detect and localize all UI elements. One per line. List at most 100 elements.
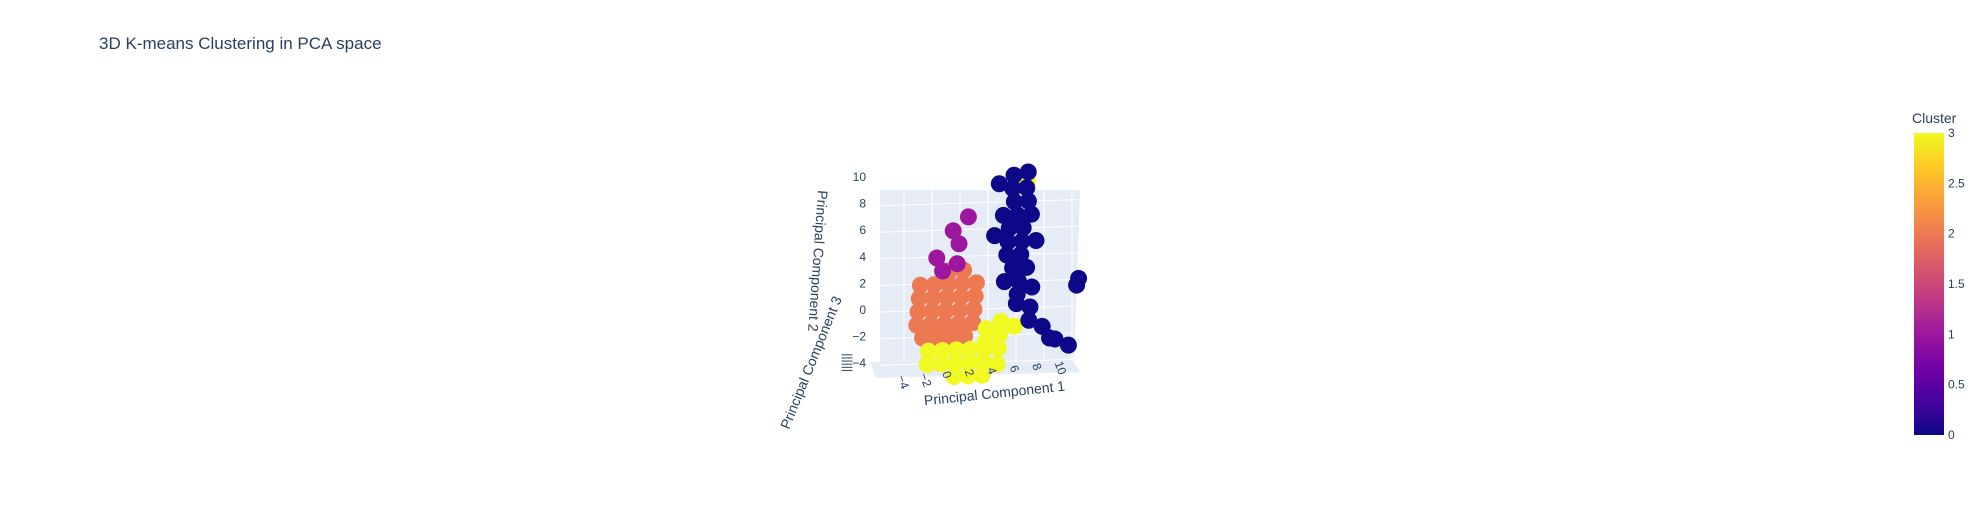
scatter-point-cluster-2 <box>951 301 969 319</box>
scatter-point-cluster-2 <box>967 274 985 292</box>
scatter-point-cluster-3 <box>946 354 964 372</box>
scatter-point-cluster-0 <box>1005 193 1023 211</box>
colorbar-tick-label: 1 <box>1948 327 1955 341</box>
y-tick-label: 4 <box>859 250 866 264</box>
scatter-point-cluster-1 <box>950 235 968 253</box>
gridline-y <box>879 252 1079 260</box>
scatter-point-cluster-0 <box>1019 192 1037 210</box>
scatter-point-cluster-0 <box>1008 206 1026 224</box>
scatter-point-cluster-3 <box>960 354 978 372</box>
colorbar-tick-label: 1.5 <box>1948 277 1965 291</box>
scatter-point-cluster-2 <box>953 274 971 292</box>
scatter-point-cluster-3 <box>989 339 1007 357</box>
colorbar-tick-label: 2.5 <box>1948 176 1965 190</box>
scatter-point-cluster-2 <box>923 302 941 320</box>
colorbar: Cluster 0 0.5 1 1.5 2 2.5 3 <box>1912 110 1965 442</box>
scatter-point-cluster-3 <box>1005 317 1023 335</box>
scatter-point-cluster-0 <box>1004 259 1022 277</box>
scatter-point-cluster-2 <box>952 288 970 306</box>
scatter-point-cluster-0 <box>1070 269 1088 287</box>
scatter-point-cluster-0 <box>986 227 1004 245</box>
scatter-point-cluster-3 <box>919 342 937 360</box>
scatter-point-cluster-3 <box>961 340 979 358</box>
x-tick-label: 0 <box>939 369 955 380</box>
z-tick-squashed: |||||| <box>839 353 853 372</box>
scatter-point-cluster-1 <box>934 262 952 280</box>
scatter-point-cluster-0 <box>1007 295 1025 313</box>
scatter-point-cluster-0 <box>990 175 1008 193</box>
scatter-point-cluster-0 <box>994 206 1012 224</box>
scatter-point-cluster-0 <box>1000 219 1018 237</box>
scatter-point-cluster-2 <box>914 329 932 347</box>
x-tick-label: −4 <box>894 373 912 391</box>
scatter-point-cluster-2 <box>950 314 968 332</box>
scatter-point-cluster-0 <box>1027 232 1045 249</box>
colorbar-tick-label: 0 <box>1948 428 1955 442</box>
scatter-point-cluster-3 <box>918 355 936 373</box>
scatter-point-cluster-2 <box>942 328 960 346</box>
x-tick-label: 10 <box>1052 359 1070 377</box>
y-tick-label: 6 <box>859 223 866 237</box>
colorbar-tick-label: 0.5 <box>1948 378 1965 392</box>
scatter-point-cluster-3 <box>977 320 995 338</box>
z-axis-ticks: |||||| <box>839 353 853 372</box>
scatter-point-cluster-2 <box>925 276 943 294</box>
gridline-y <box>879 172 1079 180</box>
scatter-point-cluster-2 <box>911 276 929 294</box>
scatter-point-cluster-0 <box>1018 179 1036 197</box>
colorbar-tick-label: 3 <box>1948 126 1955 140</box>
colorbar-tick-label: 2 <box>1948 227 1955 241</box>
x-tick-label: 2 <box>962 367 978 378</box>
y-tick-label: 10 <box>853 170 867 184</box>
colorbar-title: Cluster <box>1912 110 1957 126</box>
scatter-point-cluster-0 <box>1021 298 1039 316</box>
scatter-point-cluster-1 <box>948 255 966 273</box>
y-tick-label: −2 <box>852 330 866 344</box>
scatter-point-cluster-3 <box>947 341 965 359</box>
scatter-point-cluster-0 <box>1009 272 1027 290</box>
y-tick-label: 2 <box>859 276 866 290</box>
scatter-point-cluster-2 <box>956 327 974 345</box>
y-tick-label: 8 <box>859 197 866 211</box>
scatter-point-cluster-2 <box>938 288 956 306</box>
scatter-point-cluster-2 <box>936 315 954 333</box>
scatter-point-cluster-1 <box>944 222 962 240</box>
scatter-point-cluster-2 <box>924 289 942 307</box>
scatter-point-cluster-2 <box>964 314 982 332</box>
scatter-point-cluster-2 <box>910 290 928 307</box>
scatter-point-cluster-0 <box>1012 245 1030 263</box>
scatter-point-cluster-0 <box>1059 336 1077 354</box>
x-tick-label: 4 <box>984 365 1000 376</box>
scatter-points <box>908 163 1088 385</box>
scatter-point-cluster-0 <box>1005 166 1023 184</box>
scatter-point-cluster-0 <box>1022 205 1040 223</box>
x-tick-label: −2 <box>917 371 935 389</box>
x-axis-ticks: −4 −2 0 2 4 6 8 10 <box>894 359 1069 391</box>
colorbar-ticks: 0 0.5 1 1.5 2 2.5 3 <box>1948 126 1965 442</box>
scatter-point-cluster-3 <box>959 367 977 385</box>
scatter-point-cluster-0 <box>1004 180 1022 197</box>
x-axis-title: Principal Component 1 <box>923 378 1066 409</box>
scatter-point-cluster-0 <box>1046 330 1064 348</box>
scatter-point-cluster-0 <box>1013 232 1031 250</box>
scatter-point-cluster-3 <box>974 353 992 371</box>
scatter-point-cluster-0 <box>995 273 1013 291</box>
scatter-point-cluster-2 <box>928 329 946 346</box>
scatter-point-cluster-2 <box>909 303 927 321</box>
scatter-point-cluster-3 <box>973 366 991 384</box>
scatter-point-cluster-0 <box>1018 258 1036 276</box>
scatter-point-cluster-3 <box>976 333 994 351</box>
gridline-y <box>879 225 1079 233</box>
y-tick-label: 0 <box>859 303 866 317</box>
scatter-point-cluster-1 <box>928 249 946 267</box>
scatter-point-cluster-2 <box>922 316 940 333</box>
scatter-point-cluster-2 <box>965 300 983 318</box>
scatter-point-cluster-3 <box>988 355 1006 373</box>
gridline-y <box>879 199 1079 207</box>
x-tick-label: 8 <box>1029 361 1045 372</box>
scatter-point-cluster-0 <box>1023 278 1041 296</box>
scatter-point-cluster-3 <box>945 368 963 385</box>
scatter-point-cluster-0 <box>999 233 1017 251</box>
